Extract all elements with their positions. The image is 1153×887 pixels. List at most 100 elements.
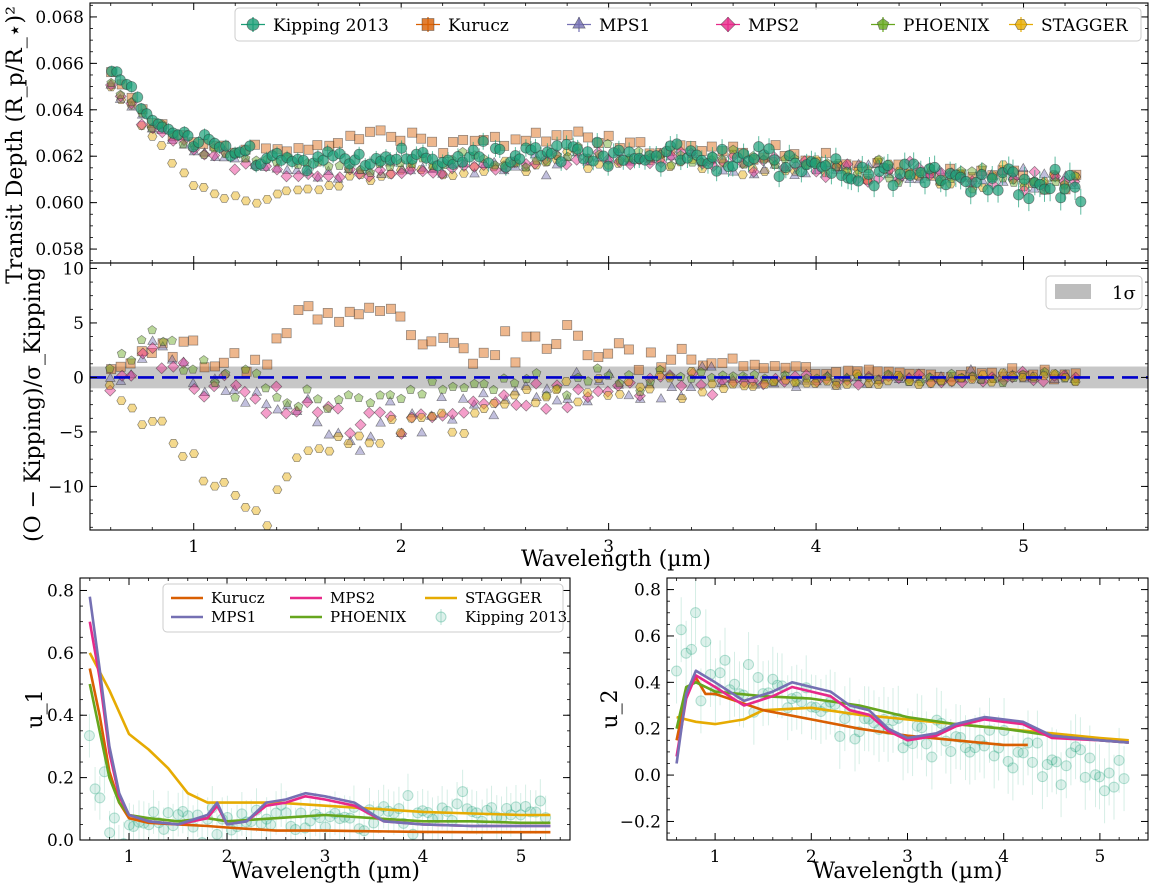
data-point [374, 164, 387, 177]
x-tick-label: 3 [902, 847, 913, 867]
data-point [540, 402, 553, 415]
line-mps2 [675, 674, 1129, 757]
data-point [758, 164, 770, 174]
y-tick-label: 0.2 [634, 720, 661, 740]
data-point [490, 350, 501, 361]
data-point [353, 392, 364, 403]
data-point [1060, 760, 1072, 772]
data-point [407, 127, 418, 138]
data-point [125, 369, 137, 379]
data-point [188, 449, 200, 458]
data-point [666, 354, 677, 365]
line-mps1 [675, 669, 1129, 764]
data-point [469, 167, 480, 178]
data-point [364, 302, 375, 313]
data-point [767, 673, 779, 685]
data-point [700, 636, 712, 648]
data-point [768, 154, 781, 166]
data-point [104, 827, 116, 839]
data-point [393, 803, 405, 815]
data-point [459, 382, 470, 392]
data-point [311, 406, 324, 419]
data-point [477, 397, 490, 410]
data-point [1065, 747, 1077, 759]
data-point [582, 146, 594, 158]
data-point [343, 390, 354, 400]
data-point [510, 801, 522, 813]
data-point [873, 380, 884, 389]
data-point [1075, 196, 1087, 208]
data-point [635, 137, 646, 148]
data-point [591, 136, 603, 148]
data-point [925, 379, 936, 388]
legend-label: Kipping 2013 [465, 608, 567, 626]
data-point [354, 134, 365, 145]
data-point [385, 389, 396, 400]
x-tick-label: 1 [710, 847, 721, 867]
data-point [695, 695, 707, 707]
data-point [116, 396, 127, 406]
data-point [940, 179, 952, 191]
data-point [147, 417, 158, 426]
data-point [365, 431, 377, 441]
data-point [435, 167, 448, 180]
data-point [301, 396, 314, 409]
data-point [801, 378, 812, 388]
data-point [644, 384, 655, 394]
data-point [251, 198, 262, 208]
data-point [623, 389, 635, 400]
data-point [868, 180, 880, 192]
line-phoenix [88, 683, 551, 825]
legend-label: Kurucz [211, 589, 265, 607]
data-point [789, 378, 800, 387]
legend-label: MPS2 [748, 16, 799, 36]
data-point [396, 142, 408, 154]
legend-label: MPS1 [599, 16, 650, 36]
data-point [811, 375, 822, 386]
data-point [334, 316, 345, 327]
data-point [447, 171, 458, 180]
data-point [773, 170, 785, 183]
data-point [986, 172, 998, 184]
legend-marker [435, 611, 447, 623]
data-point [841, 380, 853, 389]
data-point [147, 325, 157, 335]
data-point [499, 399, 510, 409]
line-stagger [88, 652, 551, 817]
legend-marker-phoenix [876, 18, 890, 30]
data-point [198, 476, 209, 486]
data-point [303, 301, 314, 312]
y-tick-label: 5 [73, 314, 84, 334]
series-kipping-2013 [106, 65, 1087, 215]
data-point [344, 306, 355, 317]
data-point [1041, 759, 1053, 771]
data-point [177, 452, 188, 461]
data-point [675, 624, 687, 636]
data-point [747, 382, 758, 391]
data-point [104, 363, 115, 373]
data-point [966, 366, 976, 377]
data-point [302, 384, 312, 394]
data-point [458, 134, 469, 145]
data-point [650, 150, 662, 162]
data-point [238, 385, 251, 398]
data-point [863, 168, 875, 180]
data-point [561, 390, 572, 400]
x-tick-label: 3 [320, 847, 331, 867]
data-point [686, 643, 698, 655]
data-point [156, 141, 167, 150]
data-point [696, 366, 707, 377]
data-point [322, 169, 335, 182]
data-point [483, 157, 495, 169]
data-point [489, 131, 500, 142]
data-point [168, 439, 179, 448]
y-axis-label: (O − Kipping)/σ_Kipping [21, 267, 46, 542]
data-point [478, 347, 489, 358]
data-point [188, 181, 199, 190]
data-point [1007, 762, 1019, 774]
data-point [976, 169, 988, 181]
series-stagger [104, 367, 1081, 530]
y-tick-label: −10 [48, 477, 84, 497]
data-point [960, 176, 972, 188]
data-point [1070, 377, 1081, 387]
